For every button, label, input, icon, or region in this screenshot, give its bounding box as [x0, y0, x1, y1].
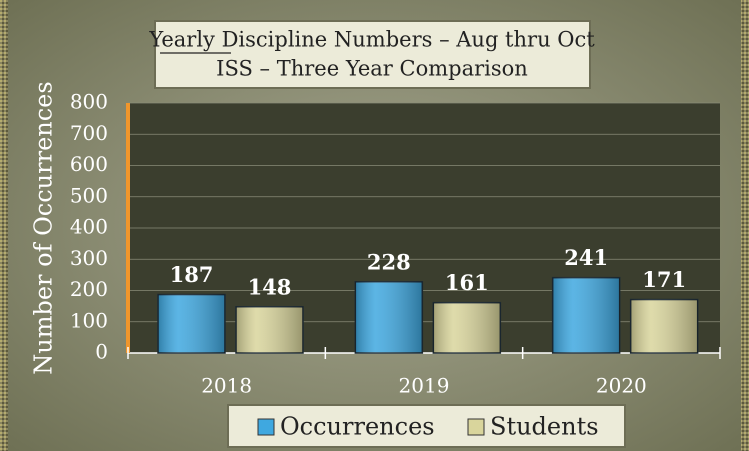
- x-tick-label: 2019: [399, 374, 450, 398]
- x-tick-label: 2018: [201, 374, 252, 398]
- y-tick-label: 800: [70, 90, 108, 114]
- bar-shade: [630, 299, 698, 353]
- x-tick-label: 2020: [596, 374, 647, 398]
- bar-shade: [158, 294, 225, 353]
- bar-shade: [433, 302, 501, 353]
- y-tick-label: 700: [70, 121, 108, 145]
- legend-box: [227, 404, 626, 448]
- bar-shade: [552, 277, 620, 353]
- y-axis-label: Number of Occurrences: [30, 81, 58, 374]
- y-tick-label: 400: [70, 215, 108, 239]
- bar-shade: [236, 306, 303, 353]
- value-label: 228: [367, 249, 411, 274]
- value-label: 148: [248, 274, 292, 299]
- legend-swatch: [257, 418, 275, 436]
- value-label: 161: [445, 270, 489, 295]
- chart-title: Yearly Discipline Numbers – Aug thru Oct: [148, 28, 595, 52]
- y-tick-label: 100: [70, 308, 108, 332]
- y-tick-label: 600: [70, 152, 108, 176]
- y-tick-label: 300: [70, 246, 108, 270]
- bar-shade: [355, 281, 423, 353]
- legend-swatch: [467, 418, 485, 436]
- value-label: 241: [564, 245, 608, 270]
- legend-label: Students: [490, 413, 599, 441]
- y-tick-label: 500: [70, 183, 108, 207]
- value-label: 187: [170, 262, 214, 287]
- title-box: [154, 20, 591, 89]
- legend-label: Occurrences: [280, 413, 435, 441]
- y-tick-label: 200: [70, 277, 108, 301]
- value-label: 171: [642, 267, 686, 292]
- y-tick-label: 0: [95, 340, 108, 364]
- chart-subtitle: ISS – Three Year Comparison: [216, 57, 528, 81]
